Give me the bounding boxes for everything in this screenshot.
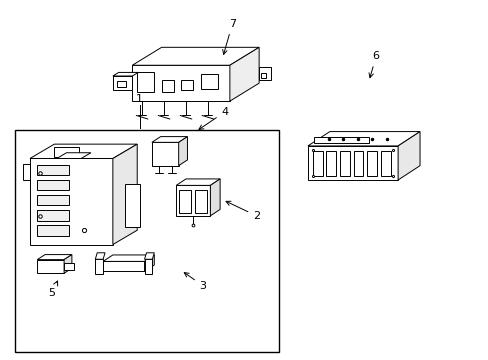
- Bar: [37, 165, 69, 175]
- Bar: [125, 184, 140, 226]
- Bar: [353, 150, 363, 176]
- Bar: [366, 150, 376, 176]
- Bar: [312, 150, 322, 176]
- Polygon shape: [95, 259, 103, 274]
- Polygon shape: [37, 260, 64, 273]
- Polygon shape: [113, 76, 132, 90]
- Polygon shape: [113, 72, 138, 76]
- Polygon shape: [57, 153, 91, 158]
- Polygon shape: [95, 253, 105, 259]
- Bar: [137, 72, 154, 92]
- Polygon shape: [210, 179, 220, 216]
- Polygon shape: [132, 65, 229, 101]
- Bar: [314, 137, 368, 143]
- Bar: [117, 81, 125, 87]
- Bar: [15, 130, 278, 352]
- Bar: [380, 150, 390, 176]
- Polygon shape: [259, 67, 271, 80]
- Text: 7: 7: [222, 19, 235, 54]
- Text: 1: 1: [136, 94, 143, 104]
- Polygon shape: [37, 255, 72, 260]
- Bar: [37, 195, 69, 206]
- Polygon shape: [144, 255, 154, 271]
- Polygon shape: [64, 255, 72, 273]
- Text: 2: 2: [225, 201, 260, 221]
- Polygon shape: [64, 263, 74, 270]
- Text: 3: 3: [184, 273, 206, 291]
- Polygon shape: [30, 158, 113, 244]
- Polygon shape: [113, 144, 137, 244]
- Text: 4: 4: [199, 107, 228, 130]
- Bar: [194, 190, 206, 213]
- Polygon shape: [22, 164, 30, 180]
- Polygon shape: [176, 185, 210, 216]
- Text: 6: 6: [368, 51, 379, 78]
- Bar: [339, 150, 349, 176]
- Polygon shape: [176, 179, 220, 185]
- Polygon shape: [103, 261, 144, 271]
- Polygon shape: [307, 132, 419, 146]
- Bar: [179, 190, 191, 213]
- Polygon shape: [103, 255, 154, 261]
- Polygon shape: [132, 47, 259, 65]
- Polygon shape: [397, 132, 419, 180]
- Polygon shape: [152, 142, 178, 166]
- Bar: [161, 80, 173, 92]
- Polygon shape: [144, 253, 154, 259]
- Bar: [260, 73, 266, 78]
- Bar: [326, 150, 335, 176]
- Text: 5: 5: [48, 281, 58, 298]
- Bar: [181, 80, 193, 90]
- Polygon shape: [144, 259, 152, 274]
- Bar: [54, 147, 79, 157]
- Polygon shape: [307, 146, 397, 180]
- Bar: [37, 225, 69, 235]
- Polygon shape: [229, 47, 259, 101]
- Polygon shape: [152, 136, 187, 142]
- Bar: [37, 180, 69, 190]
- Bar: [200, 74, 217, 89]
- Polygon shape: [178, 136, 187, 166]
- Polygon shape: [30, 144, 137, 158]
- Bar: [37, 210, 69, 221]
